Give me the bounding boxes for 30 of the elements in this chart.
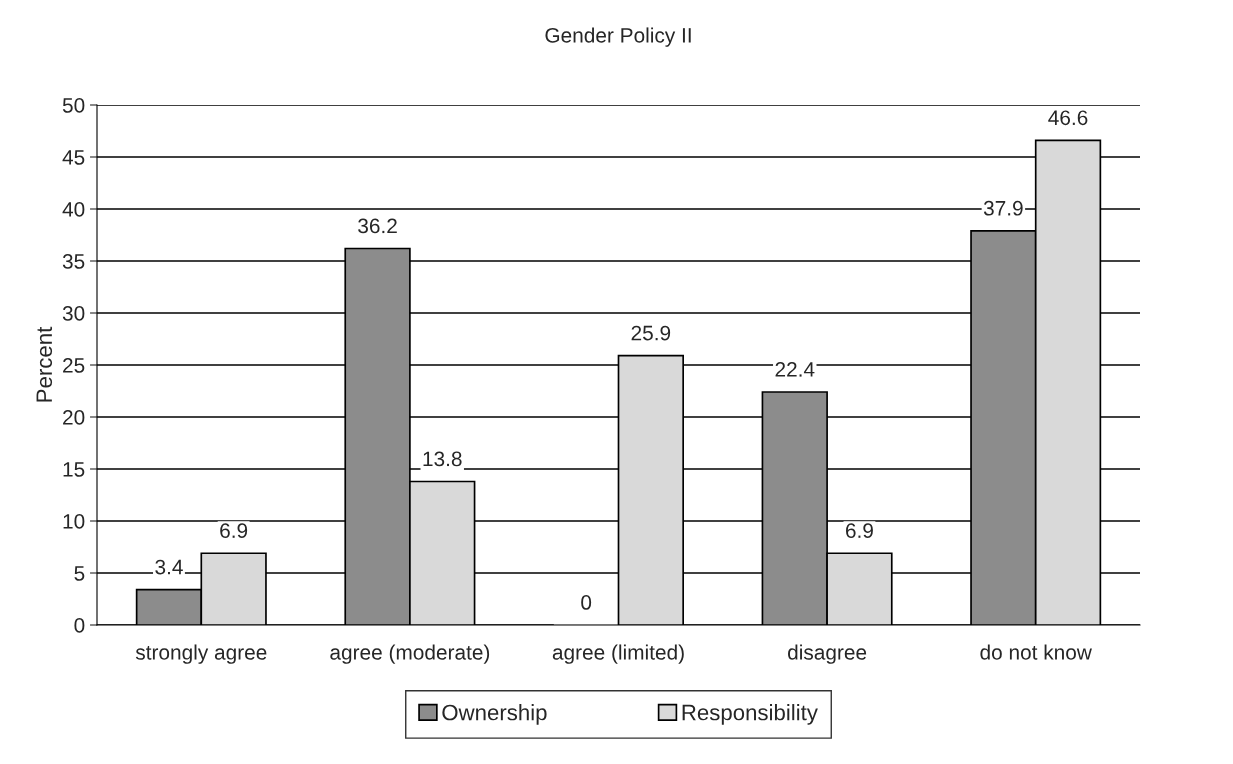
data-label: 3.4 [155,559,183,575]
x-tick-label: disagree [788,644,867,664]
x-tick-label: do not know [980,644,1092,660]
legend-label: Ownership [442,704,547,725]
chart-title: Gender Policy II [545,27,691,47]
data-label: 0 [581,595,592,610]
y-tick-label: 15 [63,462,85,477]
x-tick-label: strongly agree [135,644,267,664]
y-tick-label: 25 [63,358,85,373]
y-tick-label: 10 [63,514,85,529]
legend-label: Responsibility [682,704,818,725]
data-label: 25.9 [631,325,671,341]
data-label: 37.9 [983,200,1023,216]
data-label: 6.9 [220,523,248,539]
y-tick-label: 45 [62,150,85,165]
data-label: 22.4 [775,362,815,377]
y-tick-label: 35 [62,254,85,269]
data-label: 36.2 [358,218,397,234]
y-tick-label: 0 [74,618,85,633]
data-label: 6.9 [846,523,873,539]
y-tick-label: 20 [63,410,85,425]
y-axis-title: Percent [36,326,53,402]
y-tick-label: 30 [62,306,85,321]
data-label: 13.8 [423,451,462,467]
x-tick-label: agree (limited) [552,644,684,664]
y-tick-label: 40 [62,202,85,217]
y-tick-label: 5 [74,566,85,581]
x-tick-label: agree (moderate) [330,644,490,664]
y-tick-label: 50 [62,98,85,113]
data-label: 46.6 [1048,110,1088,126]
